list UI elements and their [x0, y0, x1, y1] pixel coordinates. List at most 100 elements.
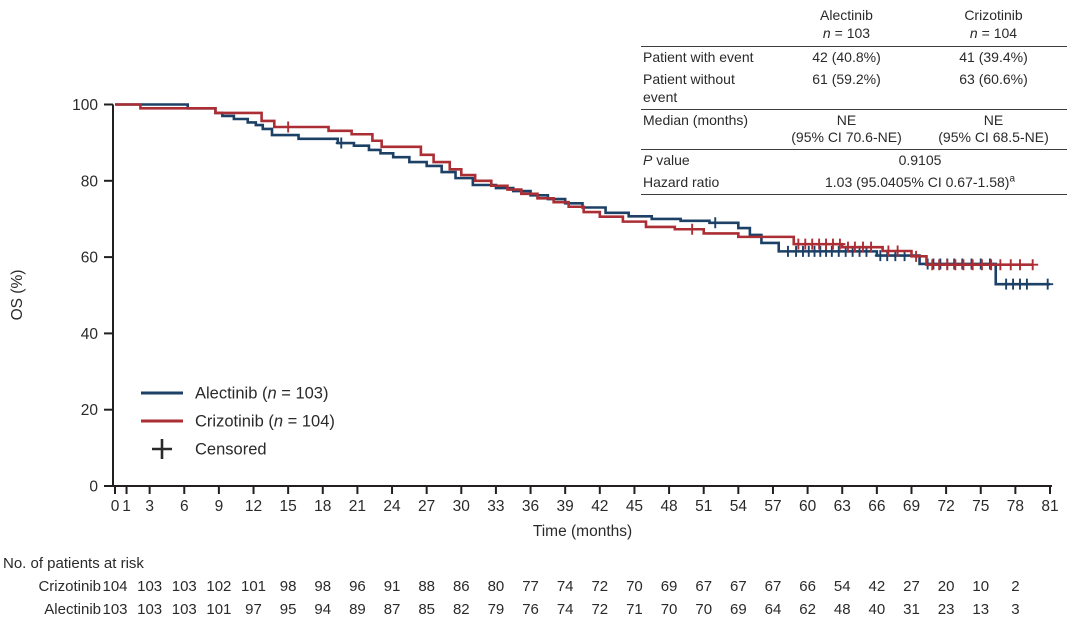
x-tick-label: 66 — [868, 498, 885, 515]
risk-value: 94 — [314, 601, 331, 618]
y-axis: 0 20 40 60 80 100 OS (%) — [9, 97, 113, 496]
risk-value: 62 — [799, 601, 816, 618]
alectinib-curve — [115, 103, 1050, 286]
risk-value: 70 — [695, 601, 712, 618]
censor-mark — [882, 245, 894, 257]
y-tick-label: 60 — [81, 250, 99, 267]
censor-mark — [1042, 278, 1054, 290]
x-tick-label: 21 — [349, 498, 366, 515]
censor-mark — [834, 238, 846, 250]
x-tick-label: 75 — [972, 498, 989, 515]
censor-mark — [686, 223, 698, 235]
stats-header-row: Alectinib n = 103 Crizotinib n = 104 — [641, 5, 1067, 47]
risk-value: 87 — [384, 601, 401, 618]
risk-value: 101 — [241, 578, 266, 595]
risk-value: 72 — [591, 578, 608, 595]
risk-value: 103 — [172, 601, 197, 618]
x-tick-label: 3 — [145, 498, 154, 515]
risk-value: 54 — [834, 578, 851, 595]
risk-value: 69 — [661, 578, 678, 595]
risk-value: 70 — [661, 601, 678, 618]
risk-value: 72 — [591, 601, 608, 618]
legend: Alectinib (n = 103) Crizotinib (n = 104) C… — [141, 385, 335, 459]
footnote-a: a — [1009, 173, 1016, 185]
risk-value: 101 — [206, 601, 231, 618]
risk-value: 71 — [626, 601, 643, 618]
risk-value: 67 — [730, 578, 747, 595]
risk-value: 20 — [938, 578, 955, 595]
risk-value: 10 — [972, 578, 989, 595]
alectinib-legend-label: Alectinib (n = 103) — [195, 385, 328, 403]
risk-value: 89 — [349, 601, 366, 618]
x-tick-label: 45 — [626, 498, 643, 515]
x-tick-label: 24 — [383, 498, 401, 515]
x-tick-label: 18 — [314, 498, 331, 515]
risk-value: 103 — [172, 578, 197, 595]
y-axis-title: OS (%) — [9, 270, 26, 321]
stats-col-crizotinib: Crizotinib n = 104 — [920, 5, 1067, 47]
stats-row-pvalue: P value 0.9105 — [643, 152, 942, 169]
x-tick-label: 78 — [1007, 498, 1024, 515]
x-tick-label: 48 — [660, 498, 677, 515]
x-tick-label: 33 — [487, 498, 504, 515]
x-tick-label: 12 — [245, 498, 262, 515]
col-name: Alectinib — [820, 7, 873, 23]
censor-mark — [709, 217, 721, 229]
risk-value: 103 — [137, 578, 162, 595]
risk-value: 74 — [557, 578, 574, 595]
censored-legend-label: Censored — [195, 441, 267, 459]
x-tick-label: 9 — [215, 498, 224, 515]
risk-value: 3 — [1011, 601, 1019, 618]
risk-value: 48 — [834, 601, 851, 618]
risk-value: 27 — [903, 578, 920, 595]
x-tick-label: 51 — [695, 498, 712, 515]
x-tick-label: 15 — [280, 498, 297, 515]
col-name: Crizotinib — [964, 7, 1023, 23]
risk-value: 70 — [626, 578, 643, 595]
censor-mark — [910, 250, 922, 262]
risk-value: 96 — [349, 578, 366, 595]
risk-value: 80 — [488, 578, 505, 595]
risk-value: 103 — [102, 601, 127, 618]
risk-value: 86 — [453, 578, 470, 595]
x-axis: 0 1 3 6 9 12 15 18 21 24 27 30 33 36 39 42 45 48 51 54 57 60 6… — [111, 486, 1059, 540]
stats-row-median: Median (months) NE (95% CI 70.6-NE) NE (… — [641, 109, 1067, 151]
risk-value: 69 — [730, 601, 747, 618]
y-tick-label: 0 — [89, 479, 98, 496]
risk-value: 98 — [280, 578, 297, 595]
risk-value: 104 — [102, 578, 127, 595]
x-tick-label: 1 — [122, 498, 131, 515]
risk-table: No. of patients at risk — [3, 555, 144, 572]
risk-value: 67 — [695, 578, 712, 595]
stats-row-hazard: Hazard ratio 1.03 (95.0405% CI 0.67-1.58… — [641, 172, 1067, 196]
risk-value: 40 — [869, 601, 886, 618]
censor-mark — [1027, 259, 1039, 271]
risk-value: 91 — [384, 578, 401, 595]
x-tick-label: 63 — [834, 498, 851, 515]
risk-row-crizotinib: Crizotinib 104 103 103 102 101 98 98 96 91 88 86 80 7… — [38, 578, 1019, 595]
alectinib-km-line — [115, 103, 1050, 286]
risk-value: 2 — [1011, 578, 1019, 595]
crizotinib-curve — [115, 103, 1033, 267]
risk-value: 79 — [488, 601, 505, 618]
risk-value: 66 — [799, 578, 816, 595]
risk-value: 64 — [765, 601, 782, 618]
risk-row-label: Crizotinib — [38, 578, 101, 595]
risk-value: 98 — [314, 578, 331, 595]
risk-value: 42 — [869, 578, 886, 595]
risk-value: 74 — [557, 601, 574, 618]
stats-row-with-event: Patient with event 42 (40.8%) 41 (39.4%) — [643, 48, 1028, 65]
x-tick-label: 42 — [591, 498, 608, 515]
risk-value: 82 — [453, 601, 470, 618]
n-symbol: n — [969, 24, 978, 41]
x-tick-label: 30 — [453, 498, 471, 515]
x-tick-label: 57 — [764, 498, 781, 515]
censor-mark — [282, 121, 294, 133]
stats-col-alectinib: Alectinib n = 103 — [773, 5, 920, 47]
risk-value: 13 — [972, 601, 989, 618]
x-tick-label: 6 — [180, 498, 189, 515]
y-tick-label: 100 — [72, 97, 98, 114]
censored-legend-mark — [152, 439, 172, 459]
